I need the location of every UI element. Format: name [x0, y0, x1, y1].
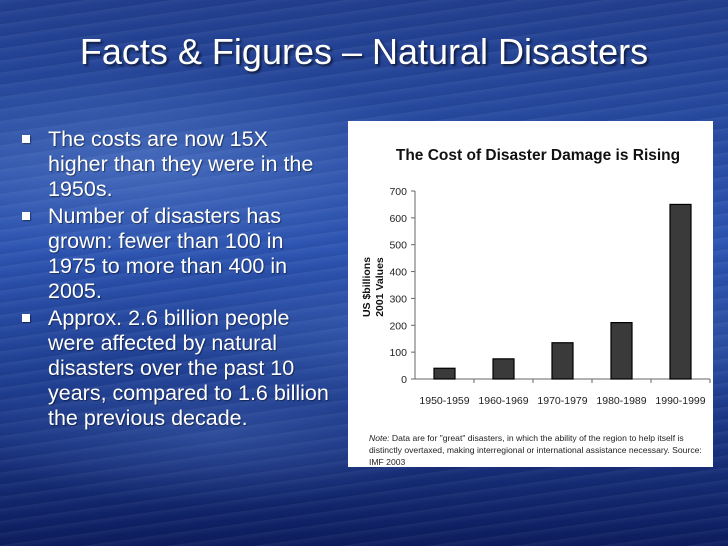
bullet-text: Number of disasters has grown: fewer tha…	[48, 204, 288, 303]
y-tick-label: 500	[389, 240, 407, 252]
x-tick-label: 1960-1969	[478, 395, 528, 407]
y-tick-label: 600	[389, 213, 407, 225]
y-tick-label: 700	[389, 186, 407, 198]
slide-title: Facts & Figures – Natural Disasters	[79, 31, 649, 72]
y-axis-label-line2: 2001 Values	[374, 257, 386, 317]
bar	[610, 322, 633, 380]
square-bullet-icon	[22, 212, 30, 220]
y-axis-label-line1: US $billions	[361, 257, 373, 317]
bar	[551, 342, 574, 380]
chart-note: Note: Data are for "great" disasters, in…	[369, 432, 709, 468]
y-tick-label: 0	[401, 374, 407, 386]
chart-title: The Cost of Disaster Damage is Rising	[396, 147, 680, 164]
y-tick-label: 400	[389, 267, 407, 279]
bullet-text: The costs are now 15X higher than they w…	[48, 127, 314, 201]
bar	[433, 367, 456, 380]
y-tick-label: 300	[389, 293, 407, 305]
bullet-text: Approx. 2.6 billion people were affected…	[48, 306, 329, 430]
x-tick-label: 1990-1999	[655, 395, 705, 407]
chart-panel: The Cost of Disaster Damage is Rising US…	[348, 121, 713, 467]
note-text: Data are for "great" disasters, in which…	[369, 433, 702, 467]
x-tick-label: 1980-1989	[596, 395, 646, 407]
bar-chart: The Cost of Disaster Damage is Rising US…	[361, 147, 711, 407]
bullet-item: Number of disasters has grown: fewer tha…	[20, 204, 330, 304]
bar	[492, 358, 515, 380]
x-tick-label: 1970-1979	[537, 395, 587, 407]
square-bullet-icon	[22, 314, 30, 322]
y-tick-label: 200	[389, 320, 407, 332]
bullet-item: Approx. 2.6 billion people were affected…	[20, 306, 330, 431]
note-label: Note:	[369, 433, 390, 443]
bullet-item: The costs are now 15X higher than they w…	[20, 127, 330, 202]
bullet-list: The costs are now 15X higher than they w…	[20, 127, 330, 433]
square-bullet-icon	[22, 135, 30, 143]
bar	[669, 203, 692, 380]
x-tick-label: 1950-1959	[419, 395, 469, 407]
y-tick-label: 100	[389, 347, 407, 359]
